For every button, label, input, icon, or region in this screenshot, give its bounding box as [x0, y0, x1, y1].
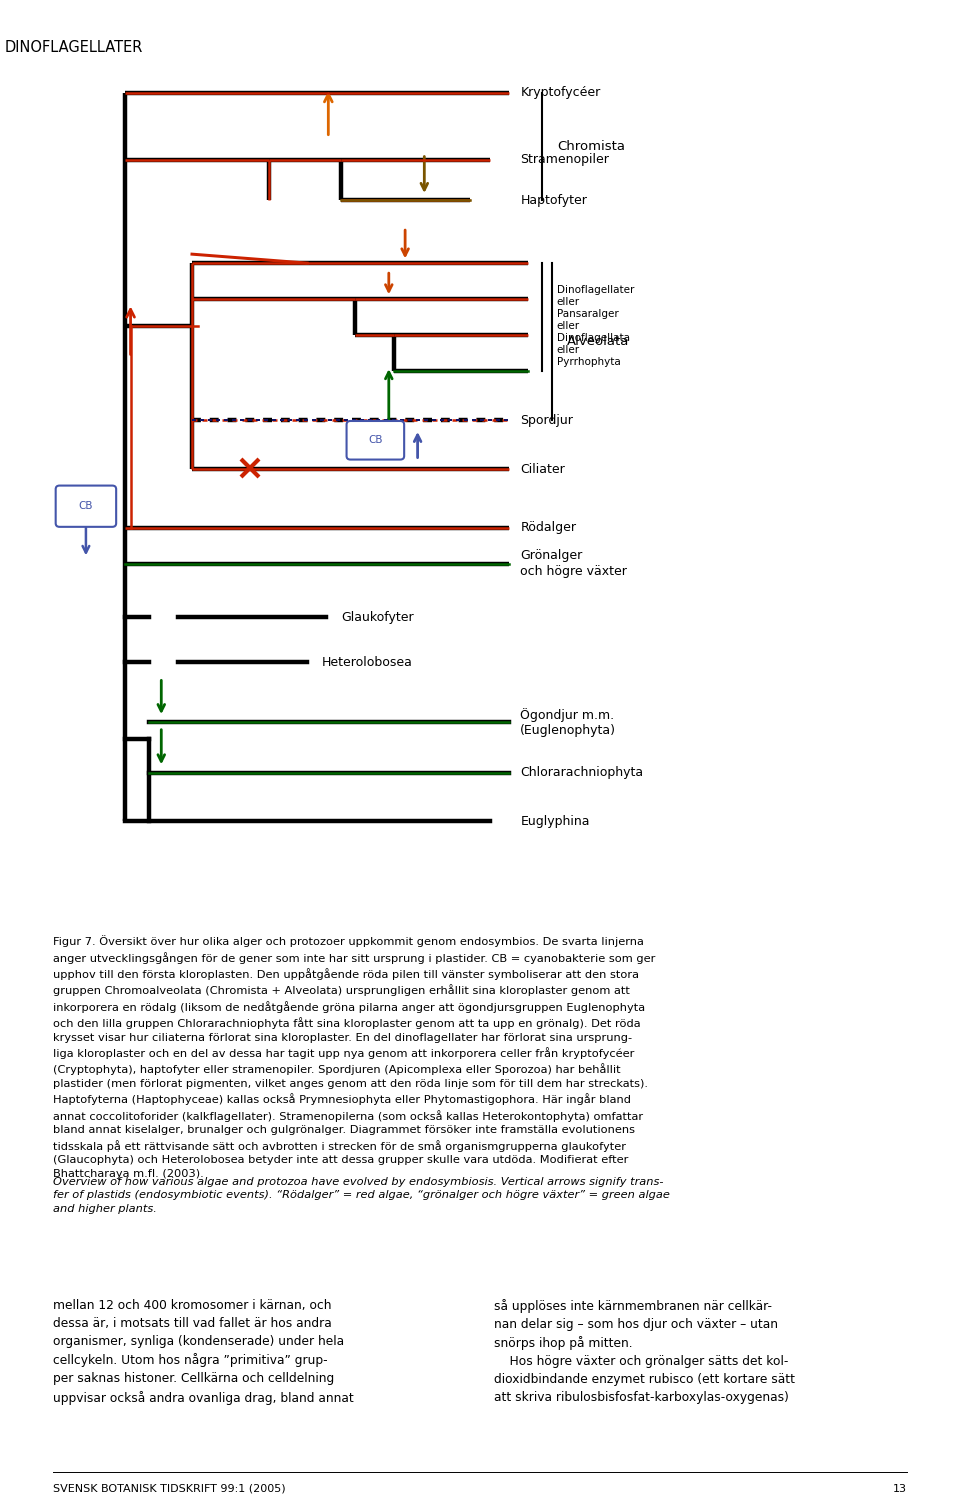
Text: Glaukofyter: Glaukofyter	[341, 611, 414, 623]
Text: DINOFLAGELLATER: DINOFLAGELLATER	[5, 40, 143, 55]
Text: Stramenopiler: Stramenopiler	[520, 154, 610, 166]
Text: Alveolata: Alveolata	[566, 335, 629, 348]
Text: Chlorarachniophyta: Chlorarachniophyta	[520, 765, 643, 779]
FancyBboxPatch shape	[56, 486, 116, 526]
Text: Ciliater: Ciliater	[520, 463, 565, 475]
Text: Grönalger
och högre växter: Grönalger och högre växter	[520, 549, 627, 579]
Text: Kryptofycéer: Kryptofycéer	[520, 87, 601, 99]
Text: Spordjur: Spordjur	[520, 414, 573, 426]
Text: CB: CB	[79, 501, 93, 511]
Text: Haptofyter: Haptofyter	[520, 194, 588, 206]
Text: Rödalger: Rödalger	[520, 522, 576, 534]
FancyBboxPatch shape	[347, 422, 404, 459]
Text: så upplöses inte kärnmembranen när cellkär-
nan delar sig – som hos djur och väx: så upplöses inte kärnmembranen när cellk…	[494, 1299, 796, 1404]
Text: Overview of how various algae and protozoa have evolved by endosymbiosis. Vertic: Overview of how various algae and protoz…	[53, 1177, 670, 1214]
Text: Figur 7. Översikt över hur olika alger och protozoer uppkommit genom endosymbios: Figur 7. Översikt över hur olika alger o…	[53, 936, 655, 1180]
Text: SVENSK BOTANISK TIDSKRIFT 99:1 (2005): SVENSK BOTANISK TIDSKRIFT 99:1 (2005)	[53, 1483, 285, 1494]
Text: Chromista: Chromista	[557, 141, 625, 152]
Text: CB: CB	[368, 435, 383, 446]
Text: Ögondjur m.m.
(Euglenophyta): Ögondjur m.m. (Euglenophyta)	[520, 707, 616, 737]
Text: Euglyphina: Euglyphina	[520, 815, 589, 828]
Text: Dinoflagellater
eller
Pansaralger
eller
Dinoflagellata
eller
Pyrrhophyta: Dinoflagellater eller Pansaralger eller …	[557, 286, 635, 366]
Text: Heterolobosea: Heterolobosea	[322, 656, 413, 668]
Text: 13: 13	[893, 1483, 907, 1494]
Text: mellan 12 och 400 kromosomer i kärnan, och
dessa är, i motsats till vad fallet ä: mellan 12 och 400 kromosomer i kärnan, o…	[53, 1299, 353, 1405]
